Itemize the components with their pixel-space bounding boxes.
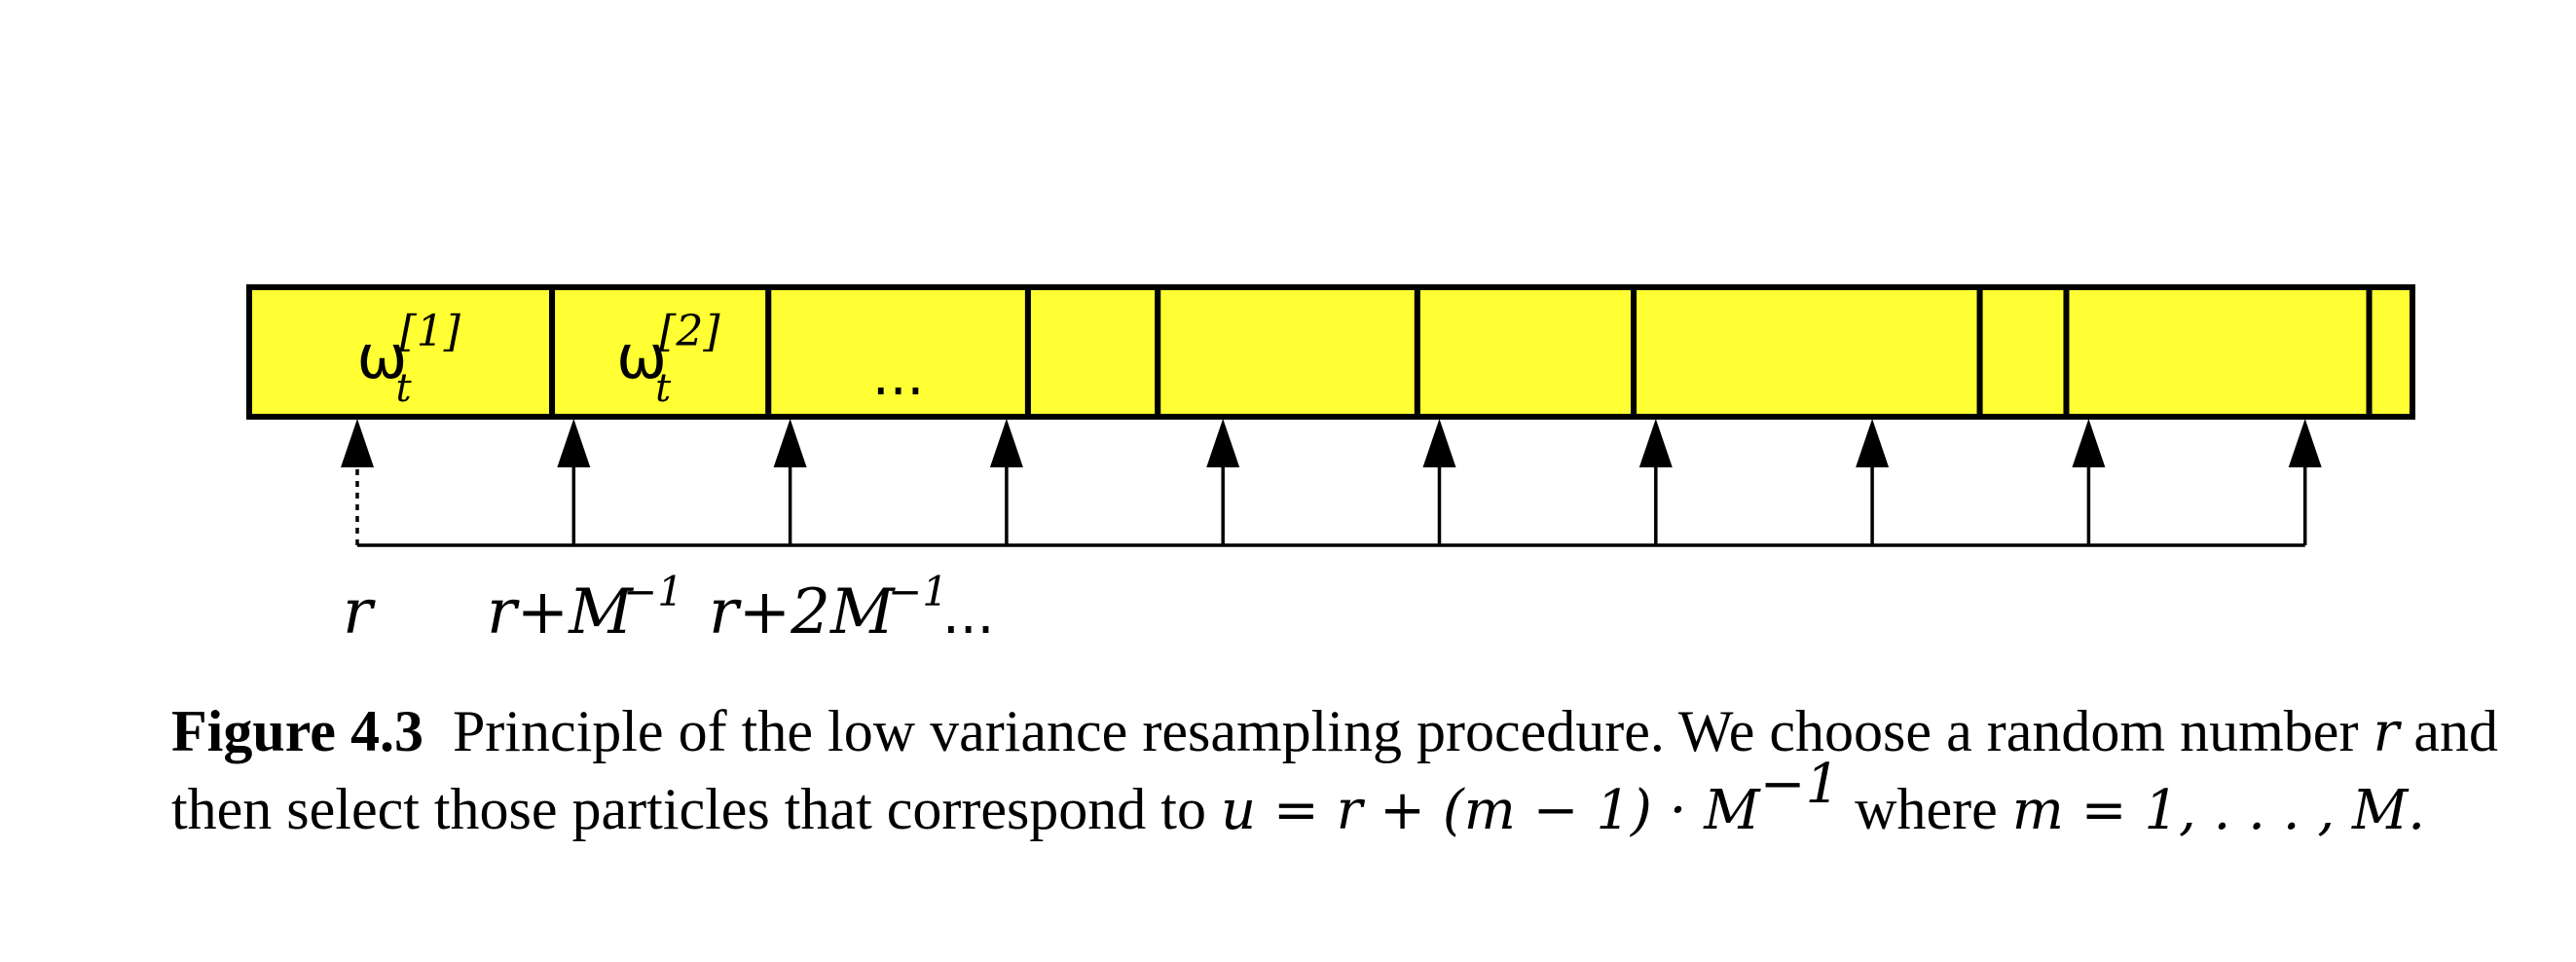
- cell-weight-subscript: t: [396, 366, 413, 411]
- caption-text-3: where: [1840, 777, 2012, 841]
- pointer-arrowhead: [2288, 419, 2322, 467]
- cell-weight-superscript: [2]: [659, 307, 720, 356]
- weight-cell: [1155, 284, 1420, 420]
- label-r-plus-m-inv-exponent: −1: [623, 568, 683, 615]
- label-r-plus-m-inv: r+M: [487, 576, 634, 648]
- cell-ellipsis: ...: [872, 345, 924, 408]
- cell-weight-superscript: [1]: [400, 307, 461, 356]
- figure-label: Figure 4.3: [171, 699, 423, 763]
- figure-caption: Figure 4.3 Principle of the low variance …: [171, 693, 2498, 849]
- pointer-arrowhead: [1638, 419, 1673, 467]
- pointer-arrowhead: [1422, 419, 1456, 467]
- weight-cell: [2063, 284, 2373, 420]
- caption-math-m: m = 1, . . . , M.: [2011, 779, 2426, 842]
- weight-cell: [1976, 284, 2070, 420]
- label-r-plus-2m-inv-exponent: −1: [888, 568, 948, 615]
- weight-cell: [549, 284, 772, 420]
- cell-weight-subscript: t: [655, 366, 672, 411]
- weight-cell: [1024, 284, 1161, 420]
- caption-text-2: and then select those particles that cor…: [171, 699, 2498, 841]
- caption-math-u: u = r + (m − 1) · M: [1220, 779, 1760, 842]
- pointer-arrowhead: [1206, 419, 1240, 467]
- cell-weight-symbol: ω: [616, 321, 667, 392]
- pointer-arrowhead: [989, 419, 1023, 467]
- pointer-arrowhead: [341, 419, 374, 467]
- label-r: r: [343, 576, 376, 648]
- weight-cell: [246, 284, 556, 420]
- caption-math-r: r: [2373, 701, 2400, 764]
- weight-cell: [2366, 284, 2416, 420]
- resampling-diagram: ωt[1] ωt[2]...r r+M−1 r+2M−1...: [246, 284, 2416, 648]
- pointer-arrowhead: [557, 419, 591, 467]
- label-ellipsis: ...: [942, 583, 994, 647]
- caption-math-u-exponent: −1: [1759, 753, 1841, 816]
- caption-text-1: Principle of the low variance resampling…: [452, 699, 2374, 763]
- resampling-figure: ω t [1] ω t [2]... r r+M −1 r+2M −1...: [246, 284, 2416, 648]
- pointer-arrowhead: [1856, 419, 1890, 467]
- cell-weight-symbol: ω: [357, 321, 408, 392]
- weight-cell: [1414, 284, 1638, 420]
- label-r-plus-2m-inv: r+2M: [709, 576, 896, 648]
- pointer-arrowhead: [2072, 419, 2106, 467]
- weight-cell: [1631, 284, 1983, 420]
- pointer-arrowhead: [773, 419, 807, 467]
